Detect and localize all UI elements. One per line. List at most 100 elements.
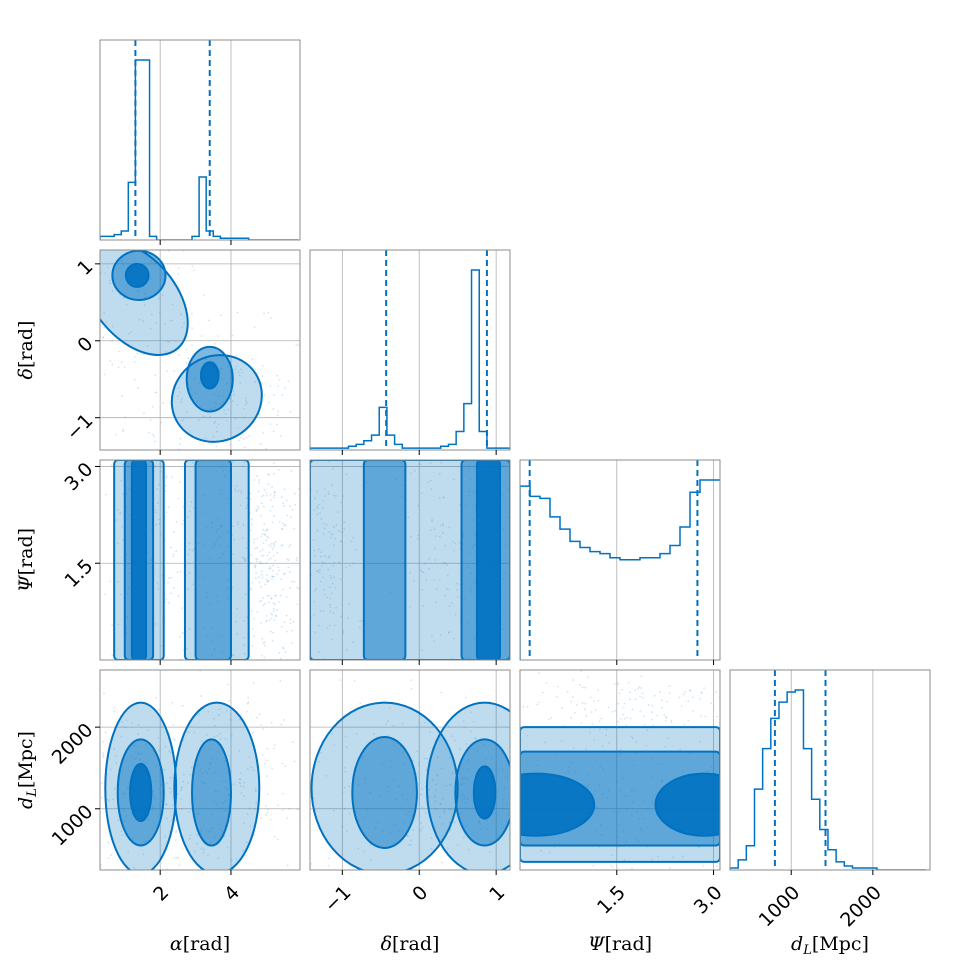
sample-point: [296, 557, 298, 560]
sample-point: [258, 479, 261, 481]
sample-point: [385, 723, 388, 726]
sample-point: [454, 613, 457, 616]
sample-point: [406, 834, 409, 837]
x-tick-label: 0: [408, 882, 432, 906]
sample-point: [260, 502, 263, 504]
sample-point: [169, 319, 172, 322]
sample-point: [273, 607, 275, 610]
sample-point: [341, 825, 344, 828]
sample-point: [175, 831, 177, 834]
sample-point: [147, 728, 150, 731]
sample-point: [330, 577, 332, 579]
sample-point: [332, 564, 335, 567]
sample-point: [587, 676, 590, 679]
sample-point: [283, 621, 286, 623]
sample-point: [672, 856, 675, 859]
sample-point: [115, 762, 118, 765]
sample-point: [424, 562, 426, 565]
sample-point: [433, 640, 436, 643]
sample-point: [269, 423, 272, 426]
sample-point: [243, 619, 245, 622]
sample-point: [488, 851, 491, 853]
sample-point: [286, 514, 289, 517]
sample-point: [186, 781, 189, 784]
sample-point: [283, 718, 286, 721]
sample-point: [700, 691, 703, 694]
sample-point: [178, 481, 181, 483]
sample-point: [158, 522, 161, 525]
sample-point: [283, 386, 286, 389]
sample-point: [556, 695, 558, 698]
sample-point: [185, 410, 188, 413]
panel-frame: [309, 459, 511, 661]
sample-point: [584, 686, 587, 689]
sample-point: [104, 272, 107, 275]
sample-point: [133, 378, 136, 381]
sample-point: [623, 717, 626, 720]
sample-point: [273, 496, 275, 499]
sample-point: [438, 535, 441, 538]
sample-point: [203, 294, 206, 297]
sample-point: [109, 580, 112, 583]
panel-frame: [519, 459, 721, 661]
sample-point: [244, 399, 247, 402]
sample-point: [270, 722, 273, 724]
sample-point: [166, 817, 169, 820]
sample-point: [590, 711, 593, 714]
sample-point: [650, 704, 653, 707]
sample-point: [245, 547, 248, 549]
sample-point: [102, 336, 105, 339]
sample-point: [182, 418, 185, 421]
sample-point: [282, 647, 285, 650]
sample-point: [716, 865, 718, 868]
x-tick-label: 1000: [755, 882, 805, 932]
sample-point: [172, 553, 175, 556]
sample-point: [178, 354, 180, 356]
sample-point: [154, 623, 157, 625]
sample-point: [684, 691, 687, 693]
sample-point: [388, 706, 391, 709]
sample-point: [267, 544, 270, 547]
sample-point: [213, 420, 216, 423]
sample-point: [110, 768, 112, 771]
sample-point: [431, 518, 433, 521]
sample-point: [206, 854, 209, 857]
panel-psi-alpha: 1.5 3.0: [61, 458, 301, 665]
sample-point: [316, 490, 318, 493]
sample-point: [168, 601, 170, 604]
sample-point: [338, 561, 341, 564]
sample-point: [263, 762, 266, 765]
contour-level: [199, 361, 220, 390]
sample-point: [467, 848, 470, 851]
sample-point: [251, 581, 254, 584]
sample-point: [362, 850, 365, 853]
sample-point: [175, 550, 178, 552]
sample-point: [127, 850, 129, 853]
sample-point: [283, 488, 286, 491]
panel-frame: [99, 669, 301, 871]
sample-point: [191, 265, 194, 268]
sample-point: [182, 773, 185, 776]
sample-point: [440, 462, 443, 464]
sample-point: [639, 710, 642, 713]
sample-point: [287, 380, 290, 383]
sample-point: [571, 696, 574, 699]
sample-point: [253, 538, 256, 541]
sample-point: [111, 798, 114, 801]
sample-point: [272, 575, 275, 578]
sample-point: [265, 448, 268, 450]
sample-point: [234, 488, 236, 491]
x-tick-label: 3.0: [690, 882, 727, 919]
sample-point: [273, 543, 275, 546]
sample-point: [261, 754, 264, 756]
sample-point: [158, 311, 161, 314]
sample-point: [593, 739, 595, 742]
panel-content: [520, 670, 720, 870]
sample-point: [273, 462, 275, 465]
sample-point: [325, 774, 328, 777]
sample-point: [263, 488, 266, 491]
sample-point: [410, 839, 412, 842]
sample-point: [267, 579, 270, 582]
sample-point: [431, 520, 433, 522]
sample-point: [133, 356, 136, 358]
